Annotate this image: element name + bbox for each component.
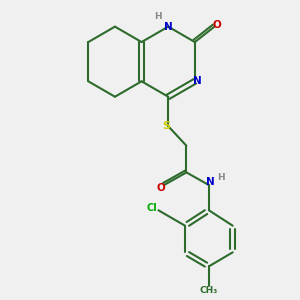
Text: N: N bbox=[193, 76, 202, 86]
Text: O: O bbox=[213, 20, 222, 30]
Text: N: N bbox=[206, 177, 215, 187]
Text: S: S bbox=[162, 121, 170, 131]
Text: CH₃: CH₃ bbox=[200, 286, 218, 295]
Text: O: O bbox=[157, 183, 166, 193]
Text: H: H bbox=[217, 173, 224, 182]
Text: N: N bbox=[164, 22, 172, 32]
Text: Cl: Cl bbox=[147, 203, 158, 213]
Text: H: H bbox=[154, 12, 161, 21]
